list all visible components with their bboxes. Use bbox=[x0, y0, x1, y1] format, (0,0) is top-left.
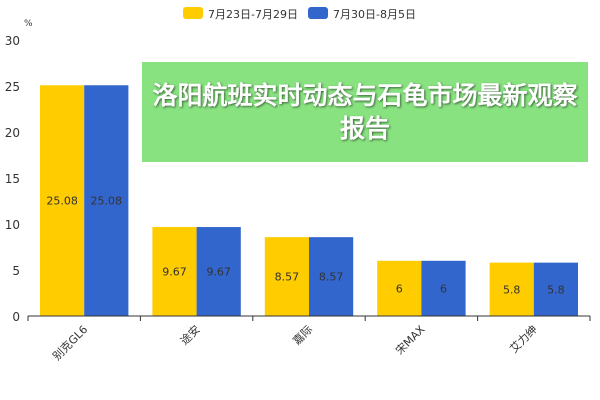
bar bbox=[309, 237, 354, 316]
bar bbox=[533, 262, 578, 316]
x-tick-label: 艾力绅 bbox=[507, 323, 540, 356]
data-label: 6 bbox=[440, 282, 447, 295]
data-label: 5.8 bbox=[547, 283, 565, 296]
data-label: 8.57 bbox=[275, 271, 300, 284]
legend-swatch bbox=[183, 7, 203, 19]
bar bbox=[152, 227, 197, 316]
data-label: 8.57 bbox=[319, 271, 344, 284]
bar bbox=[421, 260, 466, 316]
data-label: 6 bbox=[396, 282, 403, 295]
data-label: 9.67 bbox=[162, 266, 187, 279]
bar bbox=[196, 227, 241, 316]
x-tick-label: 途安 bbox=[177, 322, 202, 347]
y-tick-label: 10 bbox=[5, 218, 20, 232]
data-label: 25.08 bbox=[91, 195, 123, 208]
y-tick-label: 15 bbox=[5, 172, 20, 186]
y-tick-label: 5 bbox=[12, 264, 20, 278]
legend-swatch bbox=[308, 7, 328, 19]
x-tick-label: 别克GL6 bbox=[50, 323, 90, 363]
y-tick-label: 20 bbox=[5, 126, 20, 140]
y-tick-label: 0 bbox=[12, 310, 20, 324]
x-tick-label: 嘉际 bbox=[290, 322, 315, 347]
legend-label: 7月30日-8月5日 bbox=[333, 8, 416, 21]
data-label: 25.08 bbox=[46, 195, 78, 208]
y-tick-label: 25 bbox=[5, 80, 20, 94]
legend-label: 7月23日-7月29日 bbox=[208, 8, 298, 21]
y-axis-unit: % bbox=[24, 19, 33, 29]
bar bbox=[377, 260, 422, 316]
y-tick-label: 30 bbox=[5, 34, 20, 48]
bar bbox=[264, 237, 309, 316]
bar bbox=[489, 262, 534, 316]
x-tick-label: 宋MAX bbox=[392, 322, 427, 357]
banner-title: 洛阳航班实时动态与石龟市场最新观察报告 bbox=[152, 81, 578, 143]
title-banner: 洛阳航班实时动态与石龟市场最新观察报告 bbox=[142, 62, 588, 162]
data-label: 9.67 bbox=[206, 266, 231, 279]
bar bbox=[84, 85, 129, 316]
bar bbox=[40, 85, 85, 316]
data-label: 5.8 bbox=[503, 283, 521, 296]
